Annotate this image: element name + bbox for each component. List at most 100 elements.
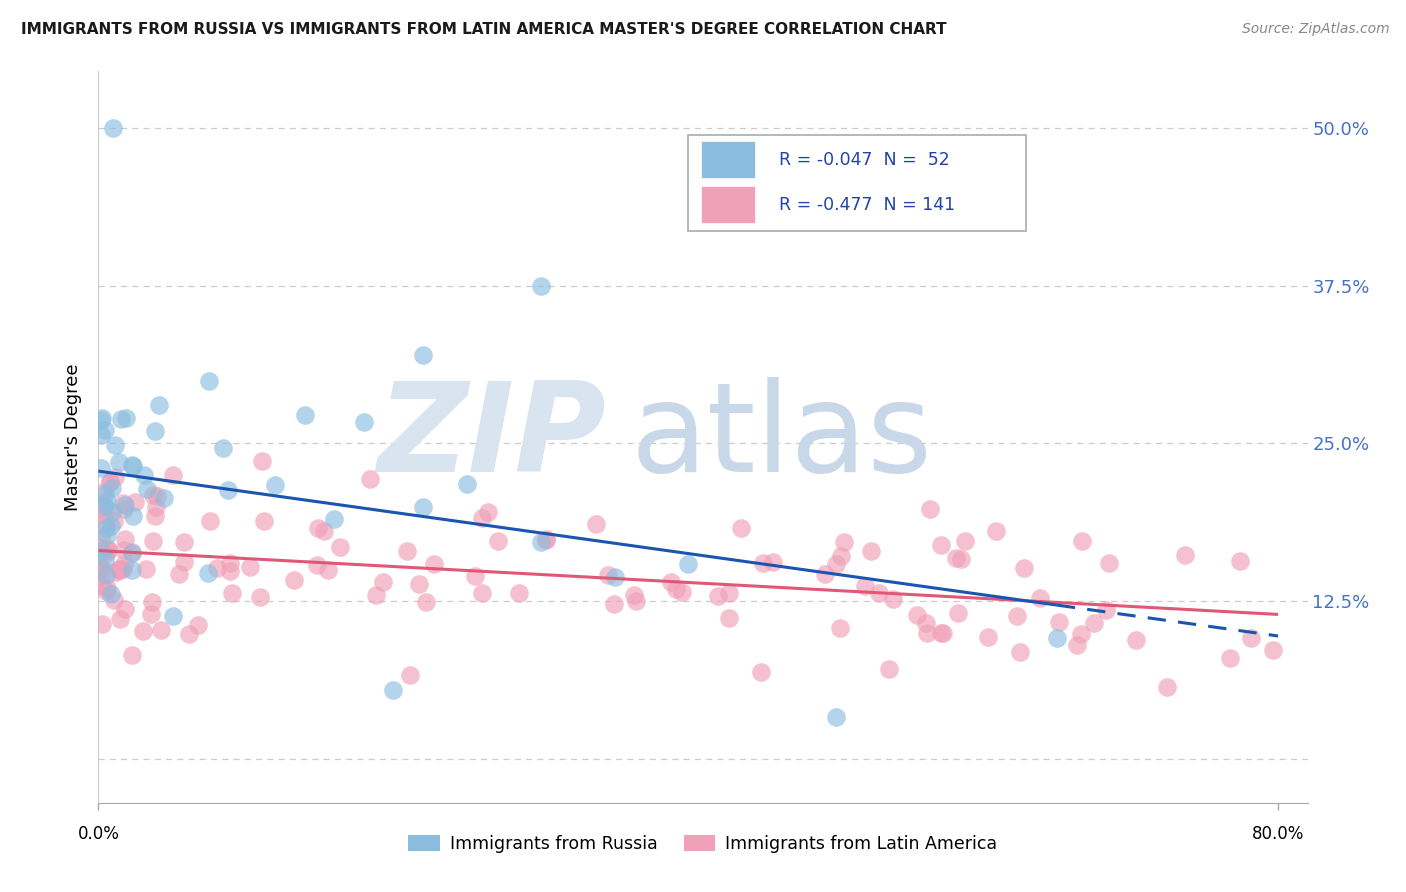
Point: [104, 566, 127, 580]
Point: [395, 543, 418, 558]
Point: [104, 469, 127, 483]
Point: [464, 569, 486, 583]
Point: [534, 532, 557, 546]
Y-axis label: Master's Degree: Master's Degree: [65, 363, 83, 511]
Point: [1125, 633, 1147, 648]
Point: [200, 514, 222, 528]
Point: [107, 561, 129, 575]
Point: [929, 625, 952, 640]
Point: [932, 626, 955, 640]
Point: [93, 499, 115, 513]
Point: [96, 494, 118, 508]
FancyBboxPatch shape: [688, 135, 1025, 231]
Point: [879, 662, 901, 676]
Point: [828, 621, 851, 635]
Point: [415, 594, 437, 608]
Point: [136, 482, 159, 496]
Point: [103, 514, 125, 528]
Point: [101, 505, 124, 519]
Point: [94, 568, 117, 582]
Point: [90, 428, 112, 442]
Point: [603, 597, 626, 611]
Point: [90, 569, 112, 583]
Point: [678, 557, 700, 571]
Point: [114, 501, 136, 516]
Point: [122, 458, 145, 473]
Point: [1046, 632, 1069, 646]
Point: [671, 585, 693, 599]
Point: [945, 551, 967, 566]
Point: [830, 549, 852, 563]
Point: [948, 606, 970, 620]
Point: [977, 630, 1000, 644]
Point: [112, 542, 135, 557]
Point: [173, 555, 195, 569]
Point: [110, 412, 132, 426]
Point: [1098, 556, 1121, 570]
Point: [1156, 680, 1178, 694]
Point: [90, 544, 112, 558]
Point: [111, 495, 134, 509]
Point: [1070, 627, 1092, 641]
Point: [132, 468, 155, 483]
Point: [1012, 561, 1035, 575]
Text: R = -0.047  N =  52: R = -0.047 N = 52: [779, 151, 950, 169]
Point: [353, 415, 375, 429]
Point: [96, 581, 118, 595]
Point: [114, 601, 136, 615]
Point: [1066, 638, 1088, 652]
Point: [90, 579, 112, 593]
Point: [412, 348, 434, 362]
Point: [534, 533, 557, 547]
Point: [825, 557, 848, 571]
Point: [855, 579, 877, 593]
Point: [730, 521, 752, 535]
Point: [824, 709, 846, 723]
Point: [145, 500, 167, 514]
Point: [762, 555, 785, 569]
Point: [111, 562, 134, 576]
Point: [90, 564, 112, 578]
Point: [94, 520, 117, 534]
Text: IMMIGRANTS FROM RUSSIA VS IMMIGRANTS FROM LATIN AMERICA MASTER'S DEGREE CORRELAT: IMMIGRANTS FROM RUSSIA VS IMMIGRANTS FRO…: [21, 22, 946, 37]
Point: [94, 584, 117, 599]
Point: [665, 582, 688, 596]
Point: [929, 538, 952, 552]
Point: [360, 472, 382, 486]
Point: [93, 485, 115, 500]
Point: [143, 509, 166, 524]
Point: [364, 588, 387, 602]
Legend: Immigrants from Russia, Immigrants from Latin America: Immigrants from Russia, Immigrants from …: [402, 828, 1004, 860]
Point: [94, 504, 117, 518]
Point: [717, 610, 740, 624]
Point: [752, 556, 775, 570]
Point: [814, 566, 837, 581]
Text: R = -0.477  N = 141: R = -0.477 N = 141: [779, 195, 955, 214]
Text: 80.0%: 80.0%: [1251, 825, 1305, 844]
Point: [149, 624, 172, 638]
Point: [90, 560, 112, 574]
Point: [121, 458, 143, 472]
Point: [1008, 645, 1031, 659]
Point: [471, 585, 494, 599]
Point: [90, 562, 112, 576]
Point: [146, 490, 169, 504]
Point: [603, 570, 626, 584]
Point: [122, 509, 145, 524]
Text: atlas: atlas: [630, 376, 932, 498]
Point: [707, 589, 730, 603]
Point: [398, 668, 420, 682]
Point: [101, 121, 124, 136]
Point: [264, 477, 287, 491]
Point: [98, 475, 121, 489]
Point: [98, 475, 121, 489]
Point: [920, 502, 942, 516]
Point: [187, 618, 209, 632]
Point: [283, 574, 305, 588]
FancyBboxPatch shape: [702, 141, 755, 178]
Point: [218, 564, 240, 578]
Point: [598, 567, 620, 582]
Point: [307, 521, 329, 535]
Point: [329, 540, 352, 554]
Point: [412, 500, 434, 514]
